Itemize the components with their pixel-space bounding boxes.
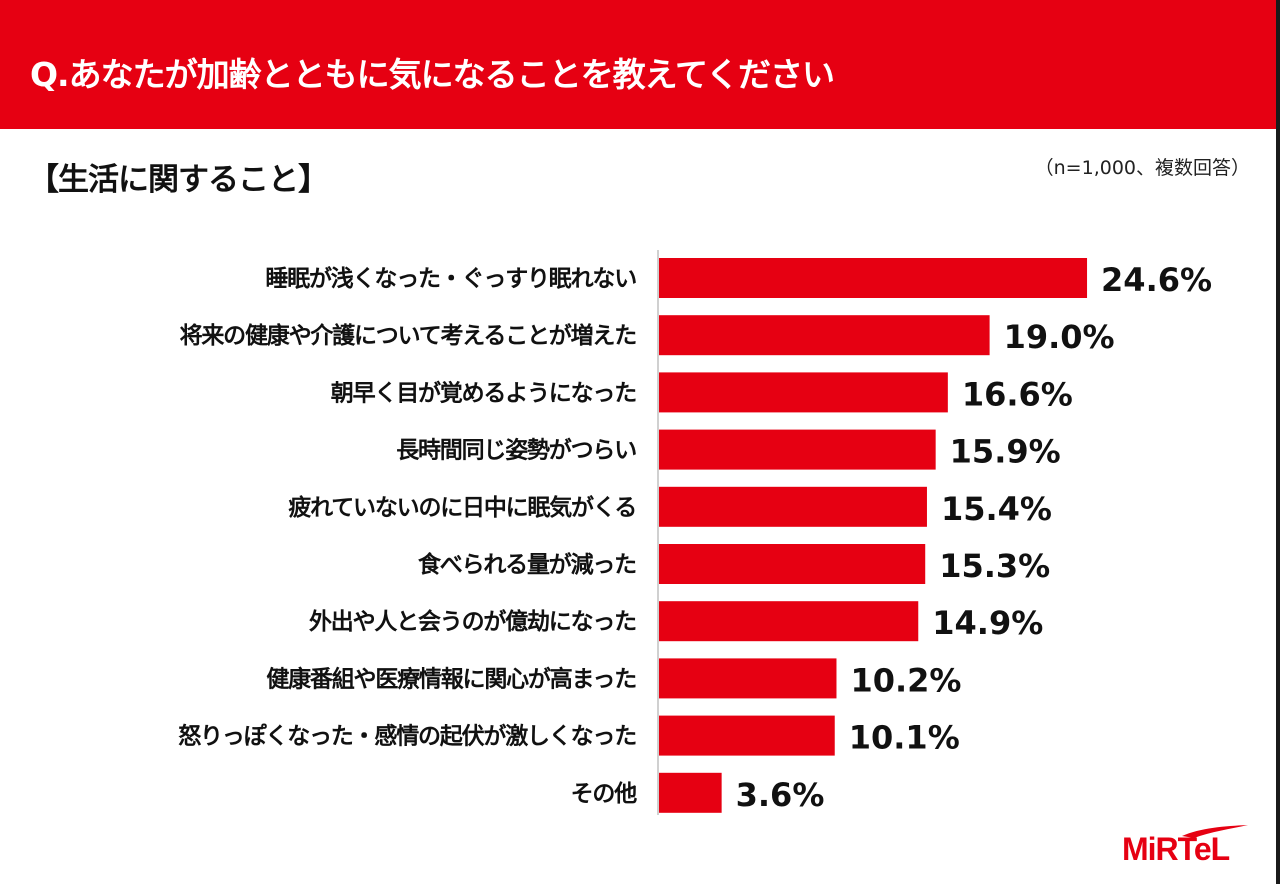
value-label: 3.6% [736, 776, 825, 814]
value-label: 19.0% [1004, 318, 1115, 356]
value-label: 24.6% [1101, 261, 1212, 299]
value-label: 15.4% [941, 490, 1052, 528]
logo-text: MiRTeL [1122, 831, 1230, 864]
bar [659, 772, 722, 813]
bar [659, 486, 927, 527]
category-label: その他 [571, 781, 638, 807]
bar [659, 315, 990, 356]
bar [659, 372, 948, 413]
value-label: 10.2% [850, 661, 961, 699]
category-label: 将来の健康や介護について考えることが増えた [180, 322, 637, 349]
bar [659, 258, 1088, 298]
bar [659, 715, 835, 756]
bar [659, 544, 926, 584]
bar [659, 429, 936, 470]
category-label: 怒りっぽくなった・感情の起伏が激しくなった [178, 723, 636, 750]
question-title: Q.あなたが加齢とともに気になることを教えてください [30, 55, 835, 94]
category-label: 外出や人と会うのが億劫になった [309, 608, 636, 635]
category-label: 朝早く目が覚めるようになった [331, 379, 636, 406]
category-label: 健康番組や医療情報に関心が高まった [266, 665, 636, 692]
sample-note: （n=1,000、複数回答） [1034, 157, 1250, 179]
bar [659, 601, 919, 642]
value-label: 14.9% [932, 604, 1043, 642]
category-label: 長時間同じ姿勢がつらい [396, 437, 636, 464]
category-label: 疲れていないのに日中に眠気がくる [288, 494, 636, 521]
mirtel-logo: MiRTeL [1122, 825, 1248, 864]
value-label: 15.3% [939, 547, 1050, 585]
category-label: 食べられる量が減った [418, 551, 636, 578]
right-border [1276, 0, 1280, 884]
value-label: 16.6% [962, 375, 1073, 413]
bar [659, 658, 837, 699]
section-subtitle: 【生活に関すること】 [28, 162, 329, 198]
category-label: 睡眠が浅くなった・ぐっすり眠れない [265, 265, 636, 292]
value-label: 10.1% [849, 719, 960, 757]
logo-swoosh [1182, 825, 1248, 838]
value-label: 15.9% [950, 433, 1061, 471]
header-banner: Q.あなたが加齢とともに気になることを教えてください [0, 0, 1280, 129]
